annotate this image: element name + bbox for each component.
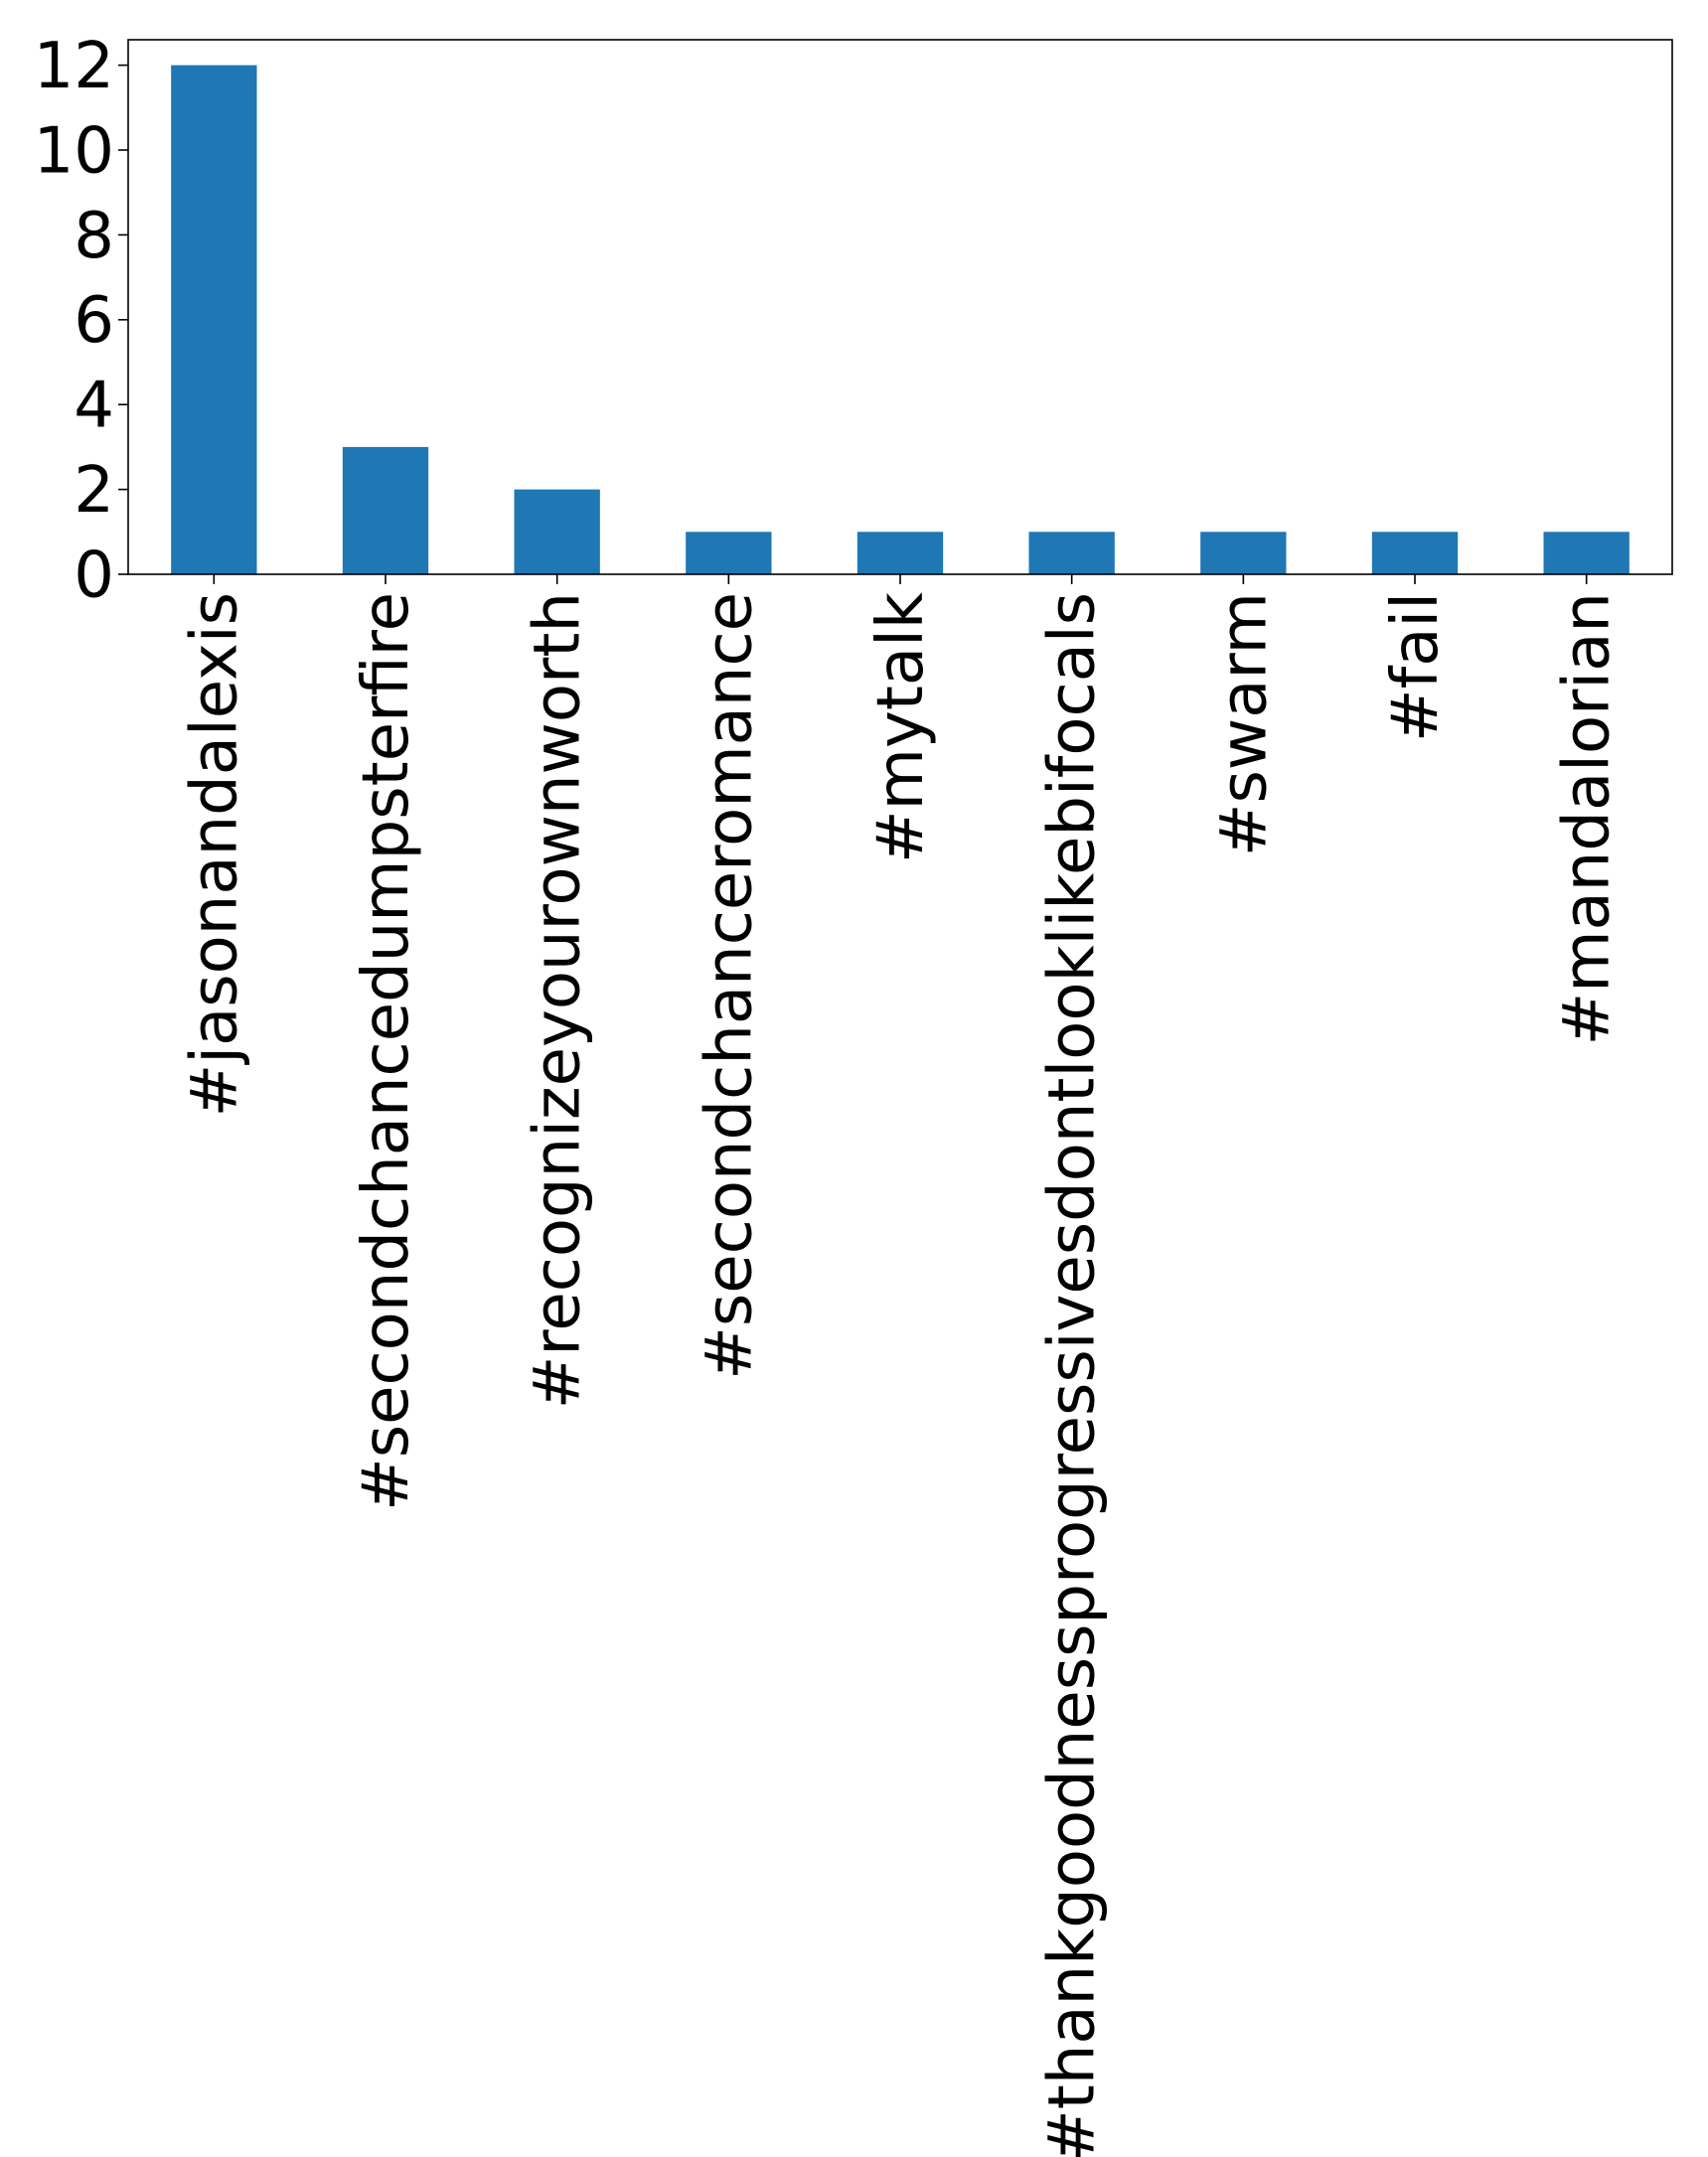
- y-tick-label: 12: [34, 30, 114, 103]
- x-tick-label: #secondchanceromance: [693, 592, 766, 1380]
- bar: [686, 532, 772, 574]
- bars-group: [171, 65, 1630, 575]
- x-tick-label: #thankgoodnessprogressivesdontlooklikebi…: [1036, 592, 1110, 2157]
- x-tick-label: #fail: [1379, 592, 1453, 742]
- x-tick-label: #recognizeyourownworth: [522, 592, 595, 1409]
- y-tick-label: 2: [74, 454, 114, 528]
- y-axis: 0 2 4 6 8 10 12: [34, 30, 128, 612]
- y-tick-label: 10: [34, 114, 114, 188]
- x-tick-label: #mytalk: [864, 592, 938, 863]
- plot-frame: [127, 39, 1673, 575]
- bar: [1543, 532, 1630, 574]
- bar: [1371, 532, 1459, 574]
- bar: [856, 532, 944, 574]
- y-tick-label: 4: [74, 370, 114, 443]
- bar: [342, 446, 429, 574]
- y-tick-label: 0: [74, 539, 114, 612]
- y-tick-label: 8: [74, 200, 114, 273]
- y-tick-label: 6: [74, 284, 114, 358]
- bar: [1200, 532, 1287, 574]
- x-tick-label: #secondchancedumpsterfire: [350, 592, 423, 1511]
- x-tick-label: #mandalorian: [1551, 592, 1625, 1045]
- x-axis: #jasonandalexis #secondchancedumpsterfire…: [178, 574, 1625, 2157]
- x-tick-label: #swarm: [1207, 592, 1281, 856]
- bar: [514, 489, 600, 574]
- x-tick-label: #jasonandalexis: [178, 592, 251, 1117]
- bar: [171, 65, 257, 575]
- bar: [1028, 532, 1115, 574]
